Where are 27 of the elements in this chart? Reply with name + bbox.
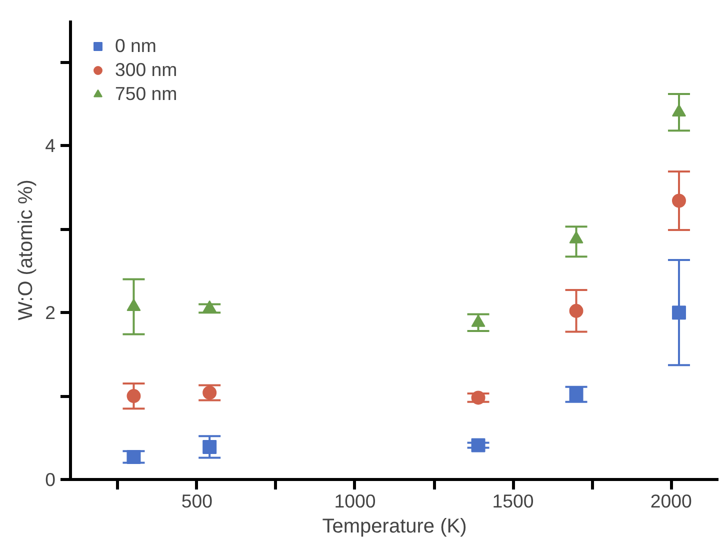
point [202,440,217,454]
y-tick-label: 4 [45,135,56,156]
point [471,314,486,327]
legend-label: 300 nm [115,59,178,81]
x-axis-title: Temperature (K) [322,516,467,538]
y-tick-label: 0 [45,469,56,490]
x-tick-label: 2000 [650,490,692,512]
point [569,304,584,318]
point [126,389,141,404]
x-tick-label: 1000 [334,490,376,512]
point [202,386,217,400]
point [569,387,584,402]
point [672,194,686,208]
point [471,438,486,452]
point [202,300,217,313]
legend-label: 0 nm [115,35,156,57]
point [672,104,686,117]
point [569,231,584,244]
point [126,298,141,311]
legend-label: 750 nm [115,83,178,105]
y-axis-title: W:O (atomic %) [15,180,38,320]
point [126,450,141,464]
point [471,390,486,405]
x-tick-label: 500 [181,490,213,512]
point [672,306,686,320]
y-tick-label: 2 [45,302,56,324]
x-tick-label: 1500 [492,490,534,512]
